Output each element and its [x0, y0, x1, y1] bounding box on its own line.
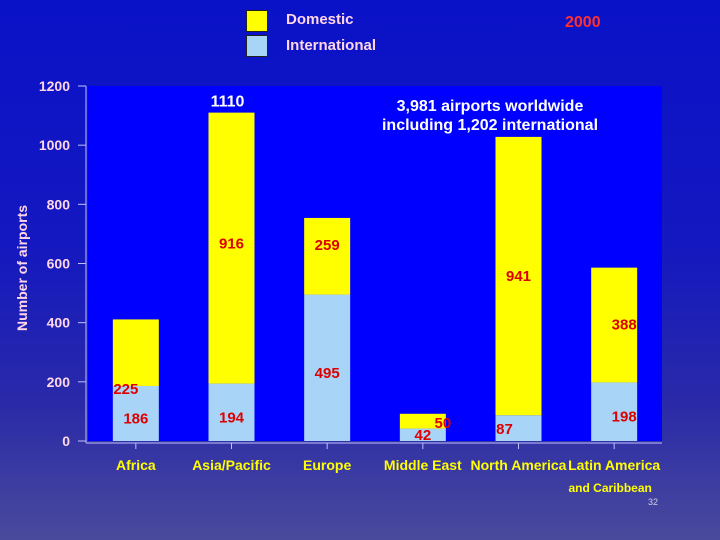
y-axis-label: Number of airports — [14, 205, 30, 331]
y-tick-label: 1000 — [39, 137, 70, 153]
category-label-4: North America — [471, 457, 567, 473]
y-tick-label: 0 — [62, 433, 70, 449]
value-label-domestic-3: 50 — [434, 415, 451, 432]
bar-international-5 — [591, 382, 638, 441]
category-label-5: Latin America — [568, 457, 660, 473]
value-label-international-5: 198 — [612, 409, 637, 426]
value-label-international-2: 495 — [315, 365, 340, 382]
value-label-domestic-5: 388 — [612, 317, 637, 334]
bar-domestic-2 — [304, 217, 351, 295]
bar-international-1 — [208, 383, 255, 441]
category-sublabel-5: and Caribbean — [568, 481, 651, 495]
y-tick-label: 600 — [47, 256, 71, 272]
value-label-domestic-1: 916 — [219, 236, 244, 253]
y-tick-label: 800 — [47, 196, 71, 212]
legend-label-domestic: Domestic — [286, 11, 354, 28]
category-label-3: Middle East — [384, 457, 462, 473]
value-label-international-0: 186 — [123, 410, 148, 427]
category-label-1: Asia/Pacific — [192, 457, 271, 473]
bar-domestic-5 — [591, 267, 638, 383]
value-label-total-1: 1110 — [211, 94, 245, 111]
y-tick-label: 200 — [47, 374, 71, 390]
bar-domestic-4 — [495, 136, 542, 416]
bar-domestic-3 — [399, 413, 446, 429]
annotation-line-2: including 1,202 international — [381, 117, 599, 134]
value-label-domestic-2: 259 — [315, 237, 340, 254]
legend-swatch-domestic — [246, 10, 268, 32]
y-tick-label: 1200 — [39, 78, 70, 94]
value-label-domestic-0: 225 — [113, 381, 138, 398]
bar-domestic-1 — [208, 112, 255, 384]
annotation-line-1: 3,981 airports worldwide — [396, 98, 584, 115]
page-number: 32 — [647, 497, 658, 507]
bar-international-0 — [112, 385, 159, 441]
plot-area — [88, 86, 662, 441]
bar-international-4 — [495, 415, 542, 441]
y-tick-label: 400 — [47, 315, 71, 331]
category-label-0: Africa — [116, 457, 156, 473]
value-label-international-1: 194 — [219, 409, 245, 426]
bar-international-2 — [304, 294, 351, 441]
value-label-domestic-4: 941 — [506, 268, 531, 285]
bar-domestic-0 — [112, 319, 159, 386]
legend-swatch-international — [246, 35, 268, 57]
chart-annotation: 3,981 airports worldwide including 1,202… — [360, 97, 620, 135]
value-label-international-4: 87 — [496, 421, 513, 438]
bar-international-3 — [399, 428, 446, 441]
year-label: 2000 — [565, 14, 601, 31]
category-label-2: Europe — [303, 457, 351, 473]
legend-label-international: International — [286, 37, 377, 54]
value-label-international-3: 42 — [414, 427, 431, 444]
